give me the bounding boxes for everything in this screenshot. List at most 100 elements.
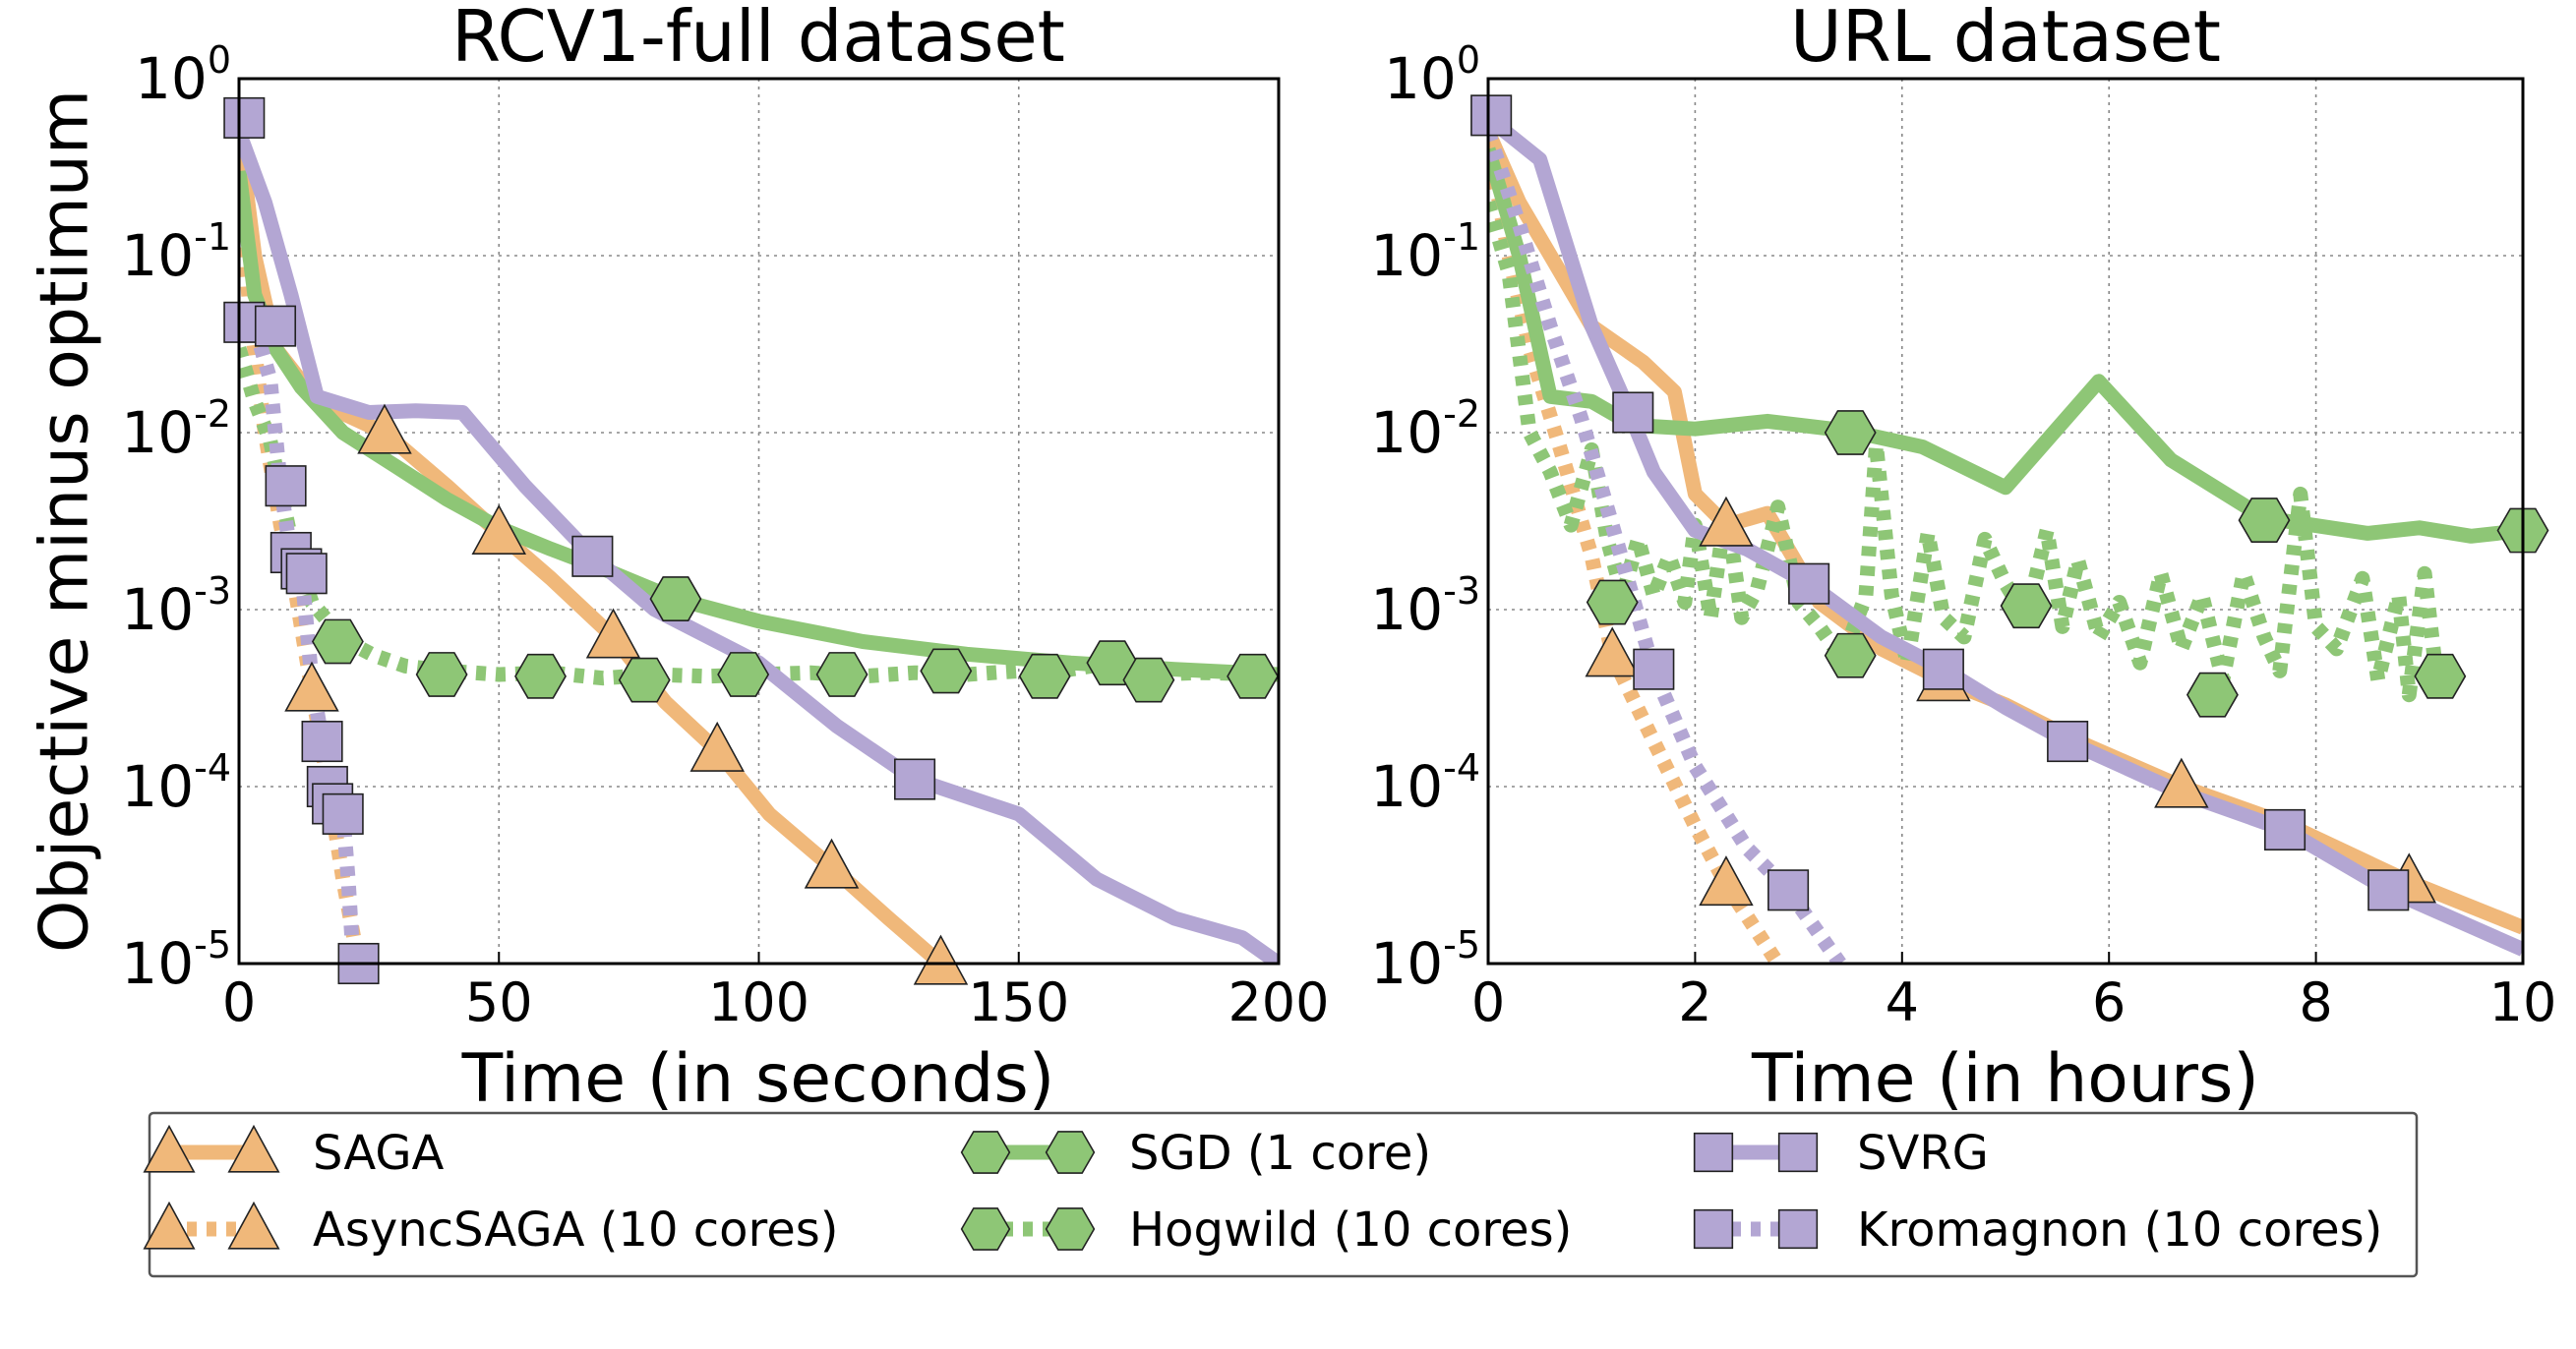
marker-saga xyxy=(1699,496,1754,547)
marker-saga xyxy=(2154,757,2209,808)
y-tick-label: 10-3 xyxy=(1370,569,1480,643)
marker-asyncsaga xyxy=(284,661,339,712)
marker-asyncsaga xyxy=(1699,855,1754,907)
y-tick-label: 10-3 xyxy=(121,569,231,643)
x-tick-label: 8 xyxy=(2299,971,2332,1033)
marker-asyncsaga xyxy=(1585,626,1640,677)
legend-item-asyncsaga: AsyncSAGA (10 cores) xyxy=(143,1201,838,1258)
grid-lines xyxy=(238,79,1280,964)
marker-saga xyxy=(585,608,641,659)
marker-hogwild xyxy=(311,618,364,665)
marker-hogwild xyxy=(415,652,468,697)
panel-url: URL dataset 0 2 4 6 8 10 10010-110-210-310-41… xyxy=(1370,0,2556,1118)
legend-item-kromagnon: Kromagnon (10 cores) xyxy=(1693,1202,2382,1258)
series-line-sgd xyxy=(239,170,1279,682)
x-tick-label: 4 xyxy=(1886,971,1919,1033)
series-markers xyxy=(223,96,1280,985)
legend-items: SAGA AsyncSAGA (10 cores) SGD (1 core) Hogw… xyxy=(143,1124,2382,1258)
marker-svrg xyxy=(1922,648,1964,690)
marker-kromagnon xyxy=(265,465,307,507)
marker-kromagnon xyxy=(1767,869,1810,911)
plot-series xyxy=(239,129,1279,964)
marker-hogwild xyxy=(2186,672,2239,718)
series-line-kromagnon xyxy=(239,310,361,964)
x-axis-label: Time (in seconds) xyxy=(461,1040,1055,1118)
legend-label: SAGA xyxy=(313,1126,445,1181)
y-tick-labels: 100 10-1 10-2 10-3 10-4 10-5 xyxy=(1370,38,1480,997)
marker-svrg xyxy=(571,535,614,577)
x-tick-label: 0 xyxy=(222,971,256,1033)
y-tick-label: 10-2 xyxy=(1370,392,1480,466)
marker-svrg xyxy=(1612,391,1654,434)
marker-kromagnon xyxy=(322,792,364,835)
marker-svrg xyxy=(2264,808,2306,850)
series-markers xyxy=(1470,94,2549,911)
marker-kromagnon xyxy=(301,721,343,763)
legend-marker-hexagon xyxy=(1045,1131,1096,1174)
legend-marker-triangle xyxy=(143,1124,196,1173)
x-tick-label: 200 xyxy=(1228,971,1329,1033)
legend-marker-square xyxy=(1693,1208,1734,1250)
legend-frame xyxy=(148,1111,2419,1278)
legend: SAGA AsyncSAGA (10 cores) SGD (1 core) Hogw… xyxy=(143,1111,2419,1278)
marker-hogwild xyxy=(1227,653,1280,699)
marker-saga xyxy=(913,934,969,985)
y-tick-label: 10-2 xyxy=(121,392,231,466)
y-tick-label: 100 xyxy=(1384,38,1480,112)
y-tick-labels: 100 10-1 10-2 10-3 10-4 10-5 xyxy=(121,38,231,997)
x-tick-label: 100 xyxy=(708,971,809,1033)
grid-lines xyxy=(1487,79,2524,964)
panel-title: URL dataset xyxy=(1790,0,2221,78)
marker-sgd xyxy=(1824,410,1877,455)
marker-kromagnon xyxy=(1633,648,1675,690)
marker-hogwild xyxy=(2414,653,2467,699)
series-line-svrg xyxy=(239,129,1279,964)
marker-hogwild xyxy=(618,657,671,703)
marker-hogwild xyxy=(1824,632,1877,678)
x-tick-label: 10 xyxy=(2489,971,2557,1033)
marker-kromagnon xyxy=(285,553,328,595)
marker-saga xyxy=(804,838,860,889)
y-tick-label: 100 xyxy=(135,38,231,112)
x-tick-label: 2 xyxy=(1678,971,1711,1033)
x-tick-label: 50 xyxy=(465,971,533,1033)
marker-svrg xyxy=(894,758,936,800)
marker-saga xyxy=(471,503,526,555)
marker-hogwild xyxy=(1122,657,1175,703)
legend-item-hogwild: Hogwild (10 cores) xyxy=(960,1202,1572,1258)
plot-frame xyxy=(1486,77,2525,966)
series-line-sgd xyxy=(1488,147,2523,544)
marker-hogwild xyxy=(1086,640,1139,686)
x-tick-labels: 0 50 100 150 200 xyxy=(222,971,1330,1033)
marker-svrg xyxy=(1470,94,1513,137)
legend-label: Hogwild (10 cores) xyxy=(1129,1202,1572,1258)
marker-saga xyxy=(689,721,745,772)
marker-hogwild xyxy=(920,648,973,694)
series-line-kromagnon xyxy=(1488,129,1846,964)
marker-hogwild xyxy=(514,653,567,699)
y-tick-label: 10-1 xyxy=(121,215,231,289)
legend-marker-triangle xyxy=(227,1201,280,1250)
legend-item-svrg: SVRG xyxy=(1693,1126,1989,1181)
legend-item-sgd: SGD (1 core) xyxy=(960,1126,1431,1181)
marker-svrg xyxy=(2047,721,2089,763)
legend-marker-triangle xyxy=(143,1201,196,1250)
x-tick-label: 0 xyxy=(1471,971,1505,1033)
legend-marker-square xyxy=(1693,1132,1734,1173)
legend-marker-square xyxy=(1777,1132,1819,1173)
marker-hogwild xyxy=(717,652,770,697)
plot-series xyxy=(1488,112,2523,964)
series-line-svrg xyxy=(1488,112,2523,957)
plot-frame xyxy=(237,77,1281,966)
legend-marker-hexagon xyxy=(960,1131,1011,1174)
legend-label: SGD (1 core) xyxy=(1129,1126,1431,1181)
marker-sgd xyxy=(2238,498,2291,543)
y-tick-label: 10-5 xyxy=(1370,923,1480,997)
y-tick-label: 10-4 xyxy=(1370,746,1480,820)
marker-hogwild xyxy=(1586,579,1639,625)
y-axis-label: Objective minus optimum xyxy=(27,89,104,953)
legend-label: AsyncSAGA (10 cores) xyxy=(313,1202,838,1258)
legend-marker-hexagon xyxy=(1045,1207,1096,1251)
marker-svrg xyxy=(1788,562,1830,605)
